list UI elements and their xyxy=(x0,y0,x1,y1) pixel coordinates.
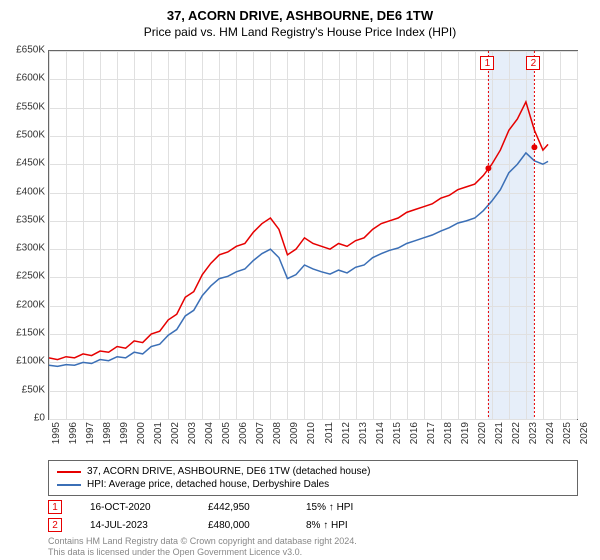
y-axis-label: £50K xyxy=(5,384,45,395)
x-axis-label: 2011 xyxy=(324,422,335,452)
y-axis-label: £500K xyxy=(5,129,45,140)
x-axis-label: 2016 xyxy=(409,422,420,452)
y-axis-label: £400K xyxy=(5,186,45,197)
y-axis-label: £200K xyxy=(5,299,45,310)
chart-subtitle: Price paid vs. HM Land Registry's House … xyxy=(0,23,600,43)
transaction-marker: 1 xyxy=(48,500,62,514)
x-axis-label: 2018 xyxy=(443,422,454,452)
transaction-date: 16-OCT-2020 xyxy=(90,502,180,513)
gridline-horizontal xyxy=(49,419,577,420)
x-axis-label: 2010 xyxy=(306,422,317,452)
x-axis-label: 2008 xyxy=(272,422,283,452)
legend-swatch xyxy=(57,471,81,473)
legend-item: 37, ACORN DRIVE, ASHBOURNE, DE6 1TW (det… xyxy=(57,465,569,478)
x-axis-label: 1999 xyxy=(119,422,130,452)
x-axis-label: 2014 xyxy=(375,422,386,452)
x-axis-label: 2012 xyxy=(341,422,352,452)
y-axis-label: £650K xyxy=(5,45,45,56)
x-axis-label: 2019 xyxy=(460,422,471,452)
marker-dot xyxy=(531,144,537,150)
legend-item: HPI: Average price, detached house, Derb… xyxy=(57,478,569,491)
x-axis-label: 2017 xyxy=(426,422,437,452)
marker-dot xyxy=(485,165,491,171)
series-line xyxy=(49,102,548,360)
x-axis-label: 2007 xyxy=(255,422,266,452)
chart-container: 37, ACORN DRIVE, ASHBOURNE, DE6 1TW Pric… xyxy=(0,0,600,560)
x-axis-label: 2006 xyxy=(238,422,249,452)
y-axis-label: £300K xyxy=(5,243,45,254)
y-axis-label: £600K xyxy=(5,73,45,84)
x-axis-label: 2004 xyxy=(204,422,215,452)
x-axis-label: 1995 xyxy=(51,422,62,452)
legend-label: 37, ACORN DRIVE, ASHBOURNE, DE6 1TW (det… xyxy=(87,466,370,477)
x-axis-label: 2002 xyxy=(170,422,181,452)
x-axis-label: 1996 xyxy=(68,422,79,452)
y-axis-label: £550K xyxy=(5,101,45,112)
transaction-pct: 8% HPI xyxy=(306,520,348,531)
y-axis-label: £150K xyxy=(5,328,45,339)
marker-label-box: 1 xyxy=(480,56,494,70)
legend-label: HPI: Average price, detached house, Derb… xyxy=(87,479,329,490)
transaction-date: 14-JUL-2023 xyxy=(90,520,180,531)
x-axis-label: 2013 xyxy=(358,422,369,452)
y-axis-label: £250K xyxy=(5,271,45,282)
y-axis-label: £0 xyxy=(5,413,45,424)
x-axis-label: 1997 xyxy=(85,422,96,452)
x-axis-label: 2023 xyxy=(528,422,539,452)
x-axis-label: 2015 xyxy=(392,422,403,452)
marker-label-box: 2 xyxy=(526,56,540,70)
footnote-line: Contains HM Land Registry data © Crown c… xyxy=(48,536,357,547)
y-axis-label: £350K xyxy=(5,214,45,225)
footnote-line: This data is licensed under the Open Gov… xyxy=(48,547,357,558)
footnote: Contains HM Land Registry data © Crown c… xyxy=(48,536,357,558)
legend-swatch xyxy=(57,484,81,486)
chart-title: 37, ACORN DRIVE, ASHBOURNE, DE6 1TW xyxy=(0,0,600,23)
legend: 37, ACORN DRIVE, ASHBOURNE, DE6 1TW (det… xyxy=(48,460,578,496)
chart-svg xyxy=(49,51,577,419)
transaction-table: 1 16-OCT-2020 £442,950 15% HPI 2 14-JUL-2023 £… xyxy=(48,498,353,534)
x-axis-label: 2003 xyxy=(187,422,198,452)
transaction-price: £480,000 xyxy=(208,520,278,531)
plot-area xyxy=(48,50,578,420)
x-axis-label: 1998 xyxy=(102,422,113,452)
x-axis-label: 2022 xyxy=(511,422,522,452)
x-axis-label: 2020 xyxy=(477,422,488,452)
x-axis-label: 2021 xyxy=(494,422,505,452)
x-axis-label: 2025 xyxy=(562,422,573,452)
transaction-marker: 2 xyxy=(48,518,62,532)
x-axis-label: 2026 xyxy=(579,422,590,452)
x-axis-label: 2024 xyxy=(545,422,556,452)
x-axis-label: 2001 xyxy=(153,422,164,452)
arrow-up-icon xyxy=(329,502,334,513)
y-axis-label: £100K xyxy=(5,356,45,367)
x-axis-label: 2005 xyxy=(221,422,232,452)
transaction-pct: 15% HPI xyxy=(306,502,353,513)
y-axis-label: £450K xyxy=(5,158,45,169)
x-axis-label: 2009 xyxy=(289,422,300,452)
gridline-vertical xyxy=(577,51,578,419)
arrow-up-icon xyxy=(323,520,328,531)
transaction-row: 1 16-OCT-2020 £442,950 15% HPI xyxy=(48,498,353,516)
transaction-price: £442,950 xyxy=(208,502,278,513)
x-axis-label: 2000 xyxy=(136,422,147,452)
transaction-row: 2 14-JUL-2023 £480,000 8% HPI xyxy=(48,516,353,534)
